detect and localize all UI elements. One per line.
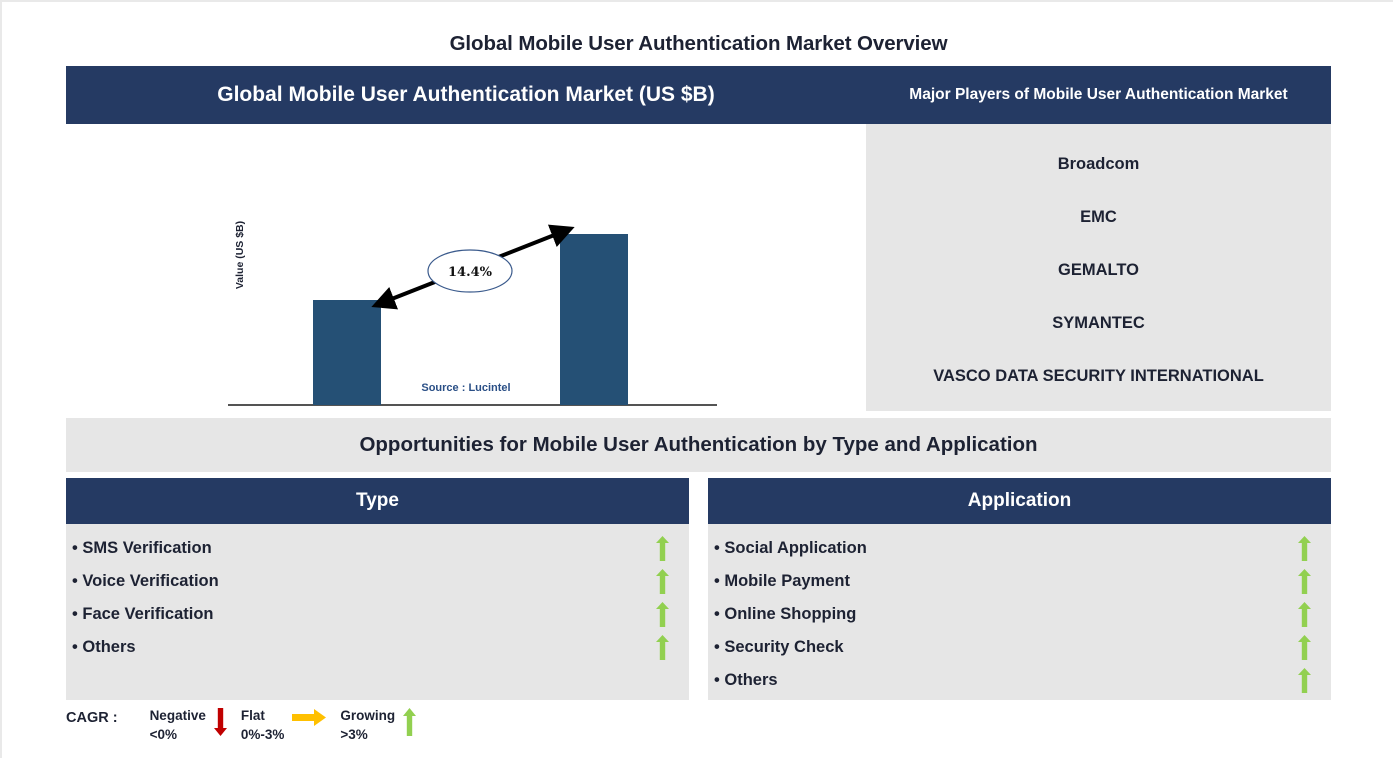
market-chart-heading: Global Mobile User Authentication Market…	[66, 66, 866, 124]
opportunity-label: • Online Shopping	[714, 605, 857, 623]
cagr-legend-text: Flat 0%-3%	[241, 706, 285, 744]
list-item: • Voice Verification	[66, 565, 689, 598]
y-axis-label: Value (US $B)	[234, 220, 247, 290]
cagr-legend-item-negative: Negative <0%	[150, 706, 233, 744]
cagr-legend-text: Negative <0%	[150, 706, 206, 744]
arrow-up-icon	[656, 602, 669, 627]
arrow-up-icon	[1298, 569, 1311, 594]
cagr-callout-bubble	[427, 249, 513, 293]
chart-svg: 14.4% 2025 2031	[228, 224, 717, 406]
application-column: Application • Social Application • Mobil…	[708, 478, 1331, 700]
list-item: VASCO DATA SECURITY INTERNATIONAL	[933, 367, 1264, 385]
bar-2031	[560, 234, 628, 405]
cagr-legend: CAGR : Negative <0% Flat 0%-3% Growing >…	[66, 706, 566, 754]
list-item: Broadcom	[1057, 155, 1140, 173]
arrow-up-icon	[1298, 602, 1311, 627]
list-item: • Mobile Payment	[708, 565, 1331, 598]
arrow-down-icon	[213, 708, 227, 736]
cagr-legend-name: Negative	[149, 708, 206, 723]
opportunity-label: • Social Application	[714, 539, 867, 557]
market-bar-chart: 14.4% 2025 2031 Value (US $B) Source : L…	[66, 124, 866, 411]
list-item: • Security Check	[708, 631, 1331, 664]
opportunity-label: • Others	[714, 671, 778, 689]
list-item: • SMS Verification	[66, 532, 689, 565]
major-players-panel: Major Players of Mobile User Authenticat…	[866, 66, 1331, 411]
list-item: • Social Application	[708, 532, 1331, 565]
bar-2025	[313, 300, 381, 405]
list-item: • Others	[66, 631, 689, 664]
opportunity-label: • Mobile Payment	[714, 572, 850, 590]
arrow-up-icon	[1298, 635, 1311, 660]
application-column-body: • Social Application • Mobile Payment • …	[708, 524, 1331, 700]
opportunities-banner: Opportunities for Mobile User Authentica…	[66, 418, 1331, 472]
application-column-header: Application	[708, 478, 1331, 524]
opportunity-label: • SMS Verification	[72, 539, 212, 557]
arrow-up-icon	[1298, 668, 1311, 693]
list-item: GEMALTO	[1058, 261, 1139, 279]
opportunity-label: • Others	[72, 638, 136, 656]
type-column: Type • SMS Verification • Voice Verifica…	[66, 478, 689, 700]
list-item: • Others	[708, 664, 1331, 697]
opportunity-label: • Security Check	[714, 638, 844, 656]
cagr-legend-range: <0%	[149, 727, 177, 743]
cagr-legend-range: >3%	[340, 727, 368, 743]
cagr-legend-item-growing: Growing >3%	[340, 706, 422, 744]
arrow-up-icon	[1298, 536, 1311, 561]
chart-source-note: Source : Lucintel	[421, 382, 511, 394]
list-item: EMC	[1080, 208, 1117, 226]
cagr-callout-value: 14.4%	[448, 265, 493, 280]
opportunity-label: • Voice Verification	[72, 572, 219, 590]
type-column-header: Type	[66, 478, 689, 524]
cagr-legend-range: 0%-3%	[240, 727, 285, 743]
type-column-body: • SMS Verification • Voice Verification …	[66, 524, 689, 700]
page-title: Global Mobile User Authentication Market…	[449, 32, 948, 55]
cagr-legend-name: Growing	[340, 708, 396, 723]
arrow-up-icon	[403, 708, 417, 736]
opportunities-columns: Type • SMS Verification • Voice Verifica…	[66, 478, 1331, 700]
list-item: • Online Shopping	[708, 598, 1331, 631]
list-item: SYMANTEC	[1052, 314, 1145, 332]
top-row: Global Mobile User Authentication Market…	[66, 66, 1331, 411]
arrow-up-icon	[656, 569, 669, 594]
cagr-legend-title: CAGR :	[66, 710, 118, 726]
major-players-heading: Major Players of Mobile User Authenticat…	[866, 66, 1331, 124]
arrow-up-icon	[656, 635, 669, 660]
opportunity-label: • Face Verification	[72, 605, 214, 623]
cagr-legend-name: Flat	[240, 708, 265, 723]
cagr-legend-text: Growing >3%	[340, 706, 395, 744]
list-item: • Face Verification	[66, 598, 689, 631]
market-chart-panel: Global Mobile User Authentication Market…	[66, 66, 866, 411]
cagr-legend-item-flat: Flat 0%-3%	[241, 706, 333, 744]
arrow-up-icon	[656, 536, 669, 561]
arrow-right-icon	[292, 709, 327, 726]
major-players-list: Broadcom EMC GEMALTO SYMANTEC VASCO DATA…	[866, 124, 1331, 403]
